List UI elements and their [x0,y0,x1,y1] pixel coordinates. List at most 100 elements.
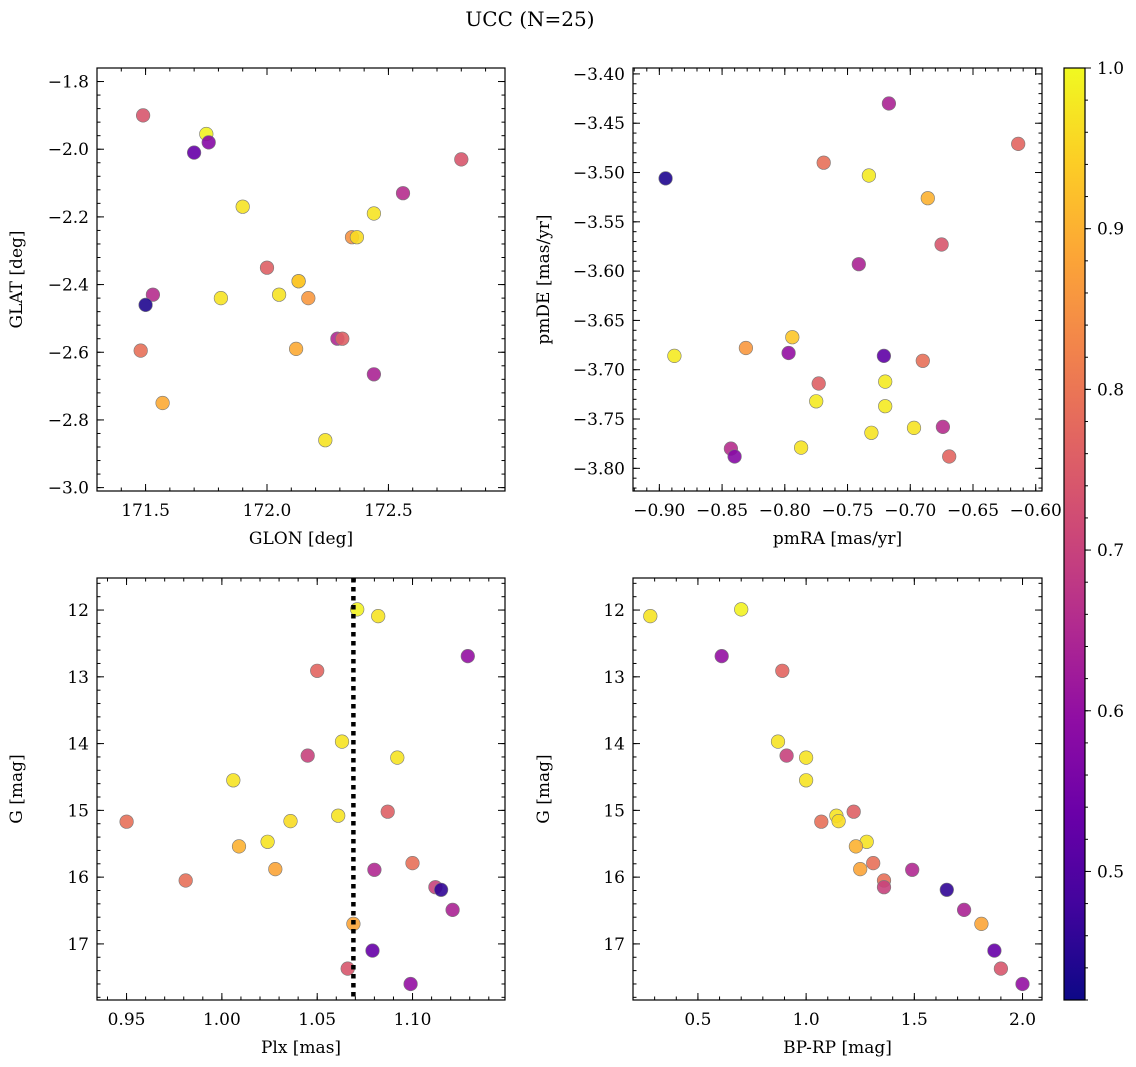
data-point [987,943,1002,958]
data-point [956,902,972,918]
x-tick-label: 0.95 [108,1010,146,1030]
data-point [133,343,148,358]
data-point [366,206,382,221]
data-point [734,602,749,617]
data-point [367,862,382,877]
data-point [291,274,306,289]
y-tick-label: −3.0 [48,479,89,499]
y-tick-label: −3.70 [573,361,625,381]
data-point [213,291,228,306]
y-tick-label: −2.2 [48,208,89,228]
points-plx_g [119,602,475,992]
y-axis-label: G [mag] [7,754,27,823]
data-point [866,855,881,871]
axes-frame [632,577,1043,1001]
x-tick-label: −0.65 [947,501,999,521]
y-tick-label: −3.60 [573,262,625,282]
y-tick-label: −2.0 [48,140,89,160]
data-point [942,449,957,464]
x-tick-label: −0.70 [884,501,936,521]
colorbar-tick-label: 0.9 [1097,220,1124,240]
data-point [178,873,193,888]
y-tick-label: −3.75 [573,410,625,430]
x-tick-label: 1.00 [203,1010,241,1030]
y-axis-label: GLAT [deg] [7,230,27,328]
y-tick-label: 16 [603,868,625,888]
x-tick-label: 171.5 [121,501,170,521]
data-point [861,168,877,183]
data-point [145,287,160,302]
axes-frame [632,67,1043,492]
data-point [770,734,786,749]
data-point [390,750,405,765]
x-tick-label: 1.5 [901,1010,928,1030]
data-point [283,813,298,829]
data-point [403,976,418,992]
data-point [811,376,826,391]
data-point [779,748,794,763]
data-point [878,399,893,414]
y-tick-label: 15 [603,801,625,821]
data-point [667,348,682,364]
data-point [349,230,365,245]
data-point [445,902,460,918]
colorbar-tick-label: 0.5 [1097,862,1124,882]
data-point [993,961,1009,976]
data-point [235,199,250,214]
x-axis-label: BP-RP [mag] [783,1038,892,1058]
y-tick-label: −2.8 [48,411,89,431]
data-point [785,330,800,345]
y-tick-label: 14 [67,735,89,755]
points-glon_glat [133,108,469,448]
panel-plx_g: 0.95 1.00 1.05 1.10 12 13 14 15 16 17 Plx [mas] G [… [7,577,506,1058]
figure-title: UCC (N=25) [465,7,594,31]
data-point [380,804,395,819]
points-pmra_pmde [658,96,1026,464]
colorbar-tick-label: 0.7 [1097,541,1124,561]
data-point [848,839,864,854]
y-tick-label: 17 [67,935,89,955]
data-point [310,663,325,678]
data-point [1015,976,1030,992]
y-tick-label: −2.6 [48,343,89,363]
y-tick-label: 15 [67,801,89,821]
data-point [831,813,846,829]
data-point [738,340,754,356]
data-point [876,348,892,364]
data-point [878,374,893,389]
data-point [935,419,951,435]
data-point [454,152,469,167]
data-point [260,834,275,849]
y-tick-label: −3.80 [573,459,625,479]
x-tick-label: 1.0 [793,1010,820,1030]
data-point [851,257,866,272]
data-point [881,96,897,111]
x-axis-label: pmRA [mas/yr] [773,529,902,549]
x-tick-label: −0.90 [633,501,685,521]
data-point [300,748,315,763]
x-axis-label: GLON [deg] [249,529,353,549]
data-point [119,814,134,829]
data-point [814,814,829,829]
data-point [289,341,304,357]
x-tick-label: −0.85 [696,501,748,521]
data-point [434,882,449,897]
data-point [138,297,153,313]
data-point [816,155,831,170]
data-point [201,135,216,150]
data-point [226,773,241,788]
x-tick-label: −0.80 [759,501,811,521]
x-axis-label: Plx [mas] [261,1038,341,1058]
data-point [915,353,930,368]
y-tick-label: 12 [67,601,89,621]
y-tick-label: −2.4 [48,276,89,296]
y-tick-label: −3.40 [573,65,625,85]
axes-frame [96,67,506,492]
data-point [727,449,742,464]
panel-bprp_g: 0.5 1.0 1.5 2.0 12 13 14 15 16 17 BP-RP [mag] G [ma… [534,577,1043,1058]
colorbar-gradient [1064,68,1085,1000]
data-point [371,608,386,624]
data-point [846,804,861,819]
y-tick-label: 12 [603,601,625,621]
data-point [658,171,673,186]
